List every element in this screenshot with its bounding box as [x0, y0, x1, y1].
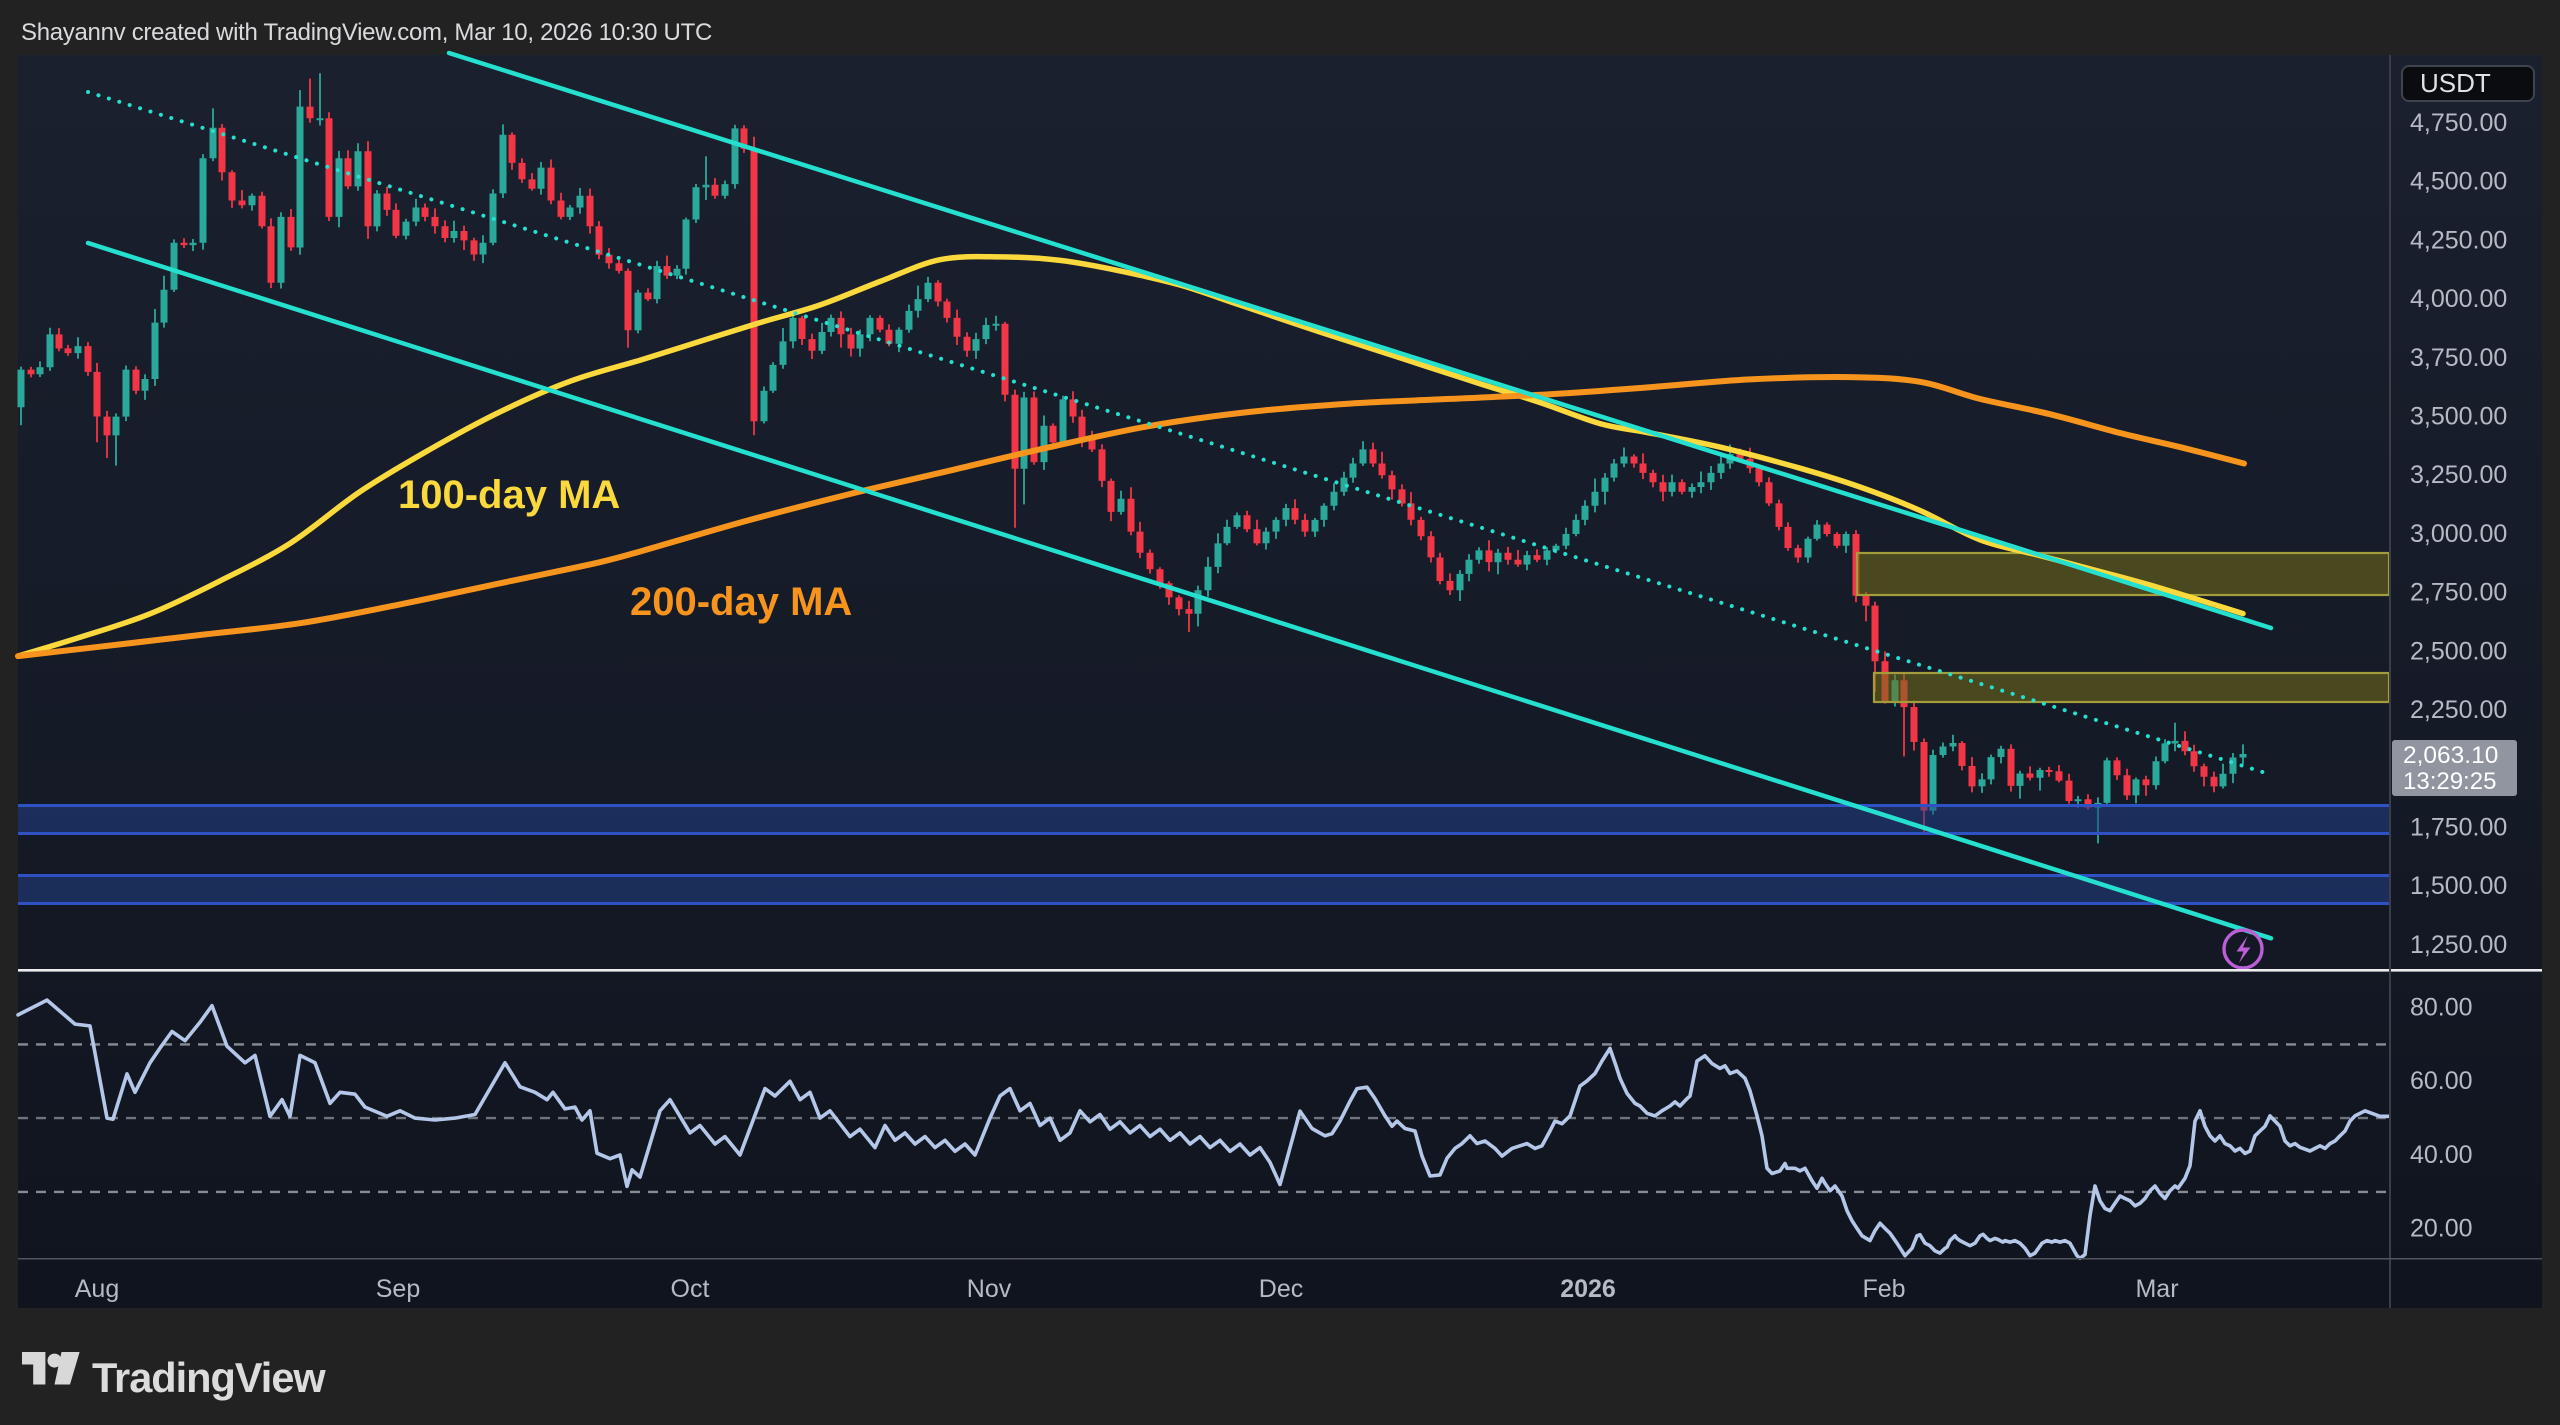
- svg-text:2026: 2026: [1560, 1275, 1616, 1303]
- svg-text:TradingView: TradingView: [92, 1354, 326, 1401]
- svg-text:Oct: Oct: [671, 1275, 710, 1303]
- svg-text:Aug: Aug: [75, 1275, 119, 1303]
- svg-text:USDT: USDT: [2420, 68, 2491, 98]
- svg-text:13:29:25: 13:29:25: [2403, 768, 2496, 795]
- svg-text:Sep: Sep: [376, 1275, 420, 1303]
- svg-text:100-day MA: 100-day MA: [398, 473, 620, 517]
- svg-text:Feb: Feb: [1862, 1275, 1905, 1303]
- svg-text:3,500.00: 3,500.00: [2410, 403, 2507, 431]
- svg-text:Shayannv created with TradingV: Shayannv created with TradingView.com, M…: [21, 19, 712, 46]
- svg-text:4,750.00: 4,750.00: [2410, 109, 2507, 137]
- svg-text:60.00: 60.00: [2410, 1067, 2473, 1095]
- svg-text:20.00: 20.00: [2410, 1215, 2473, 1243]
- svg-text:2,250.00: 2,250.00: [2410, 696, 2507, 724]
- svg-text:80.00: 80.00: [2410, 994, 2473, 1022]
- svg-text:Dec: Dec: [1259, 1275, 1303, 1303]
- svg-text:1,500.00: 1,500.00: [2410, 872, 2507, 900]
- svg-text:Mar: Mar: [2135, 1275, 2178, 1303]
- svg-text:40.00: 40.00: [2410, 1141, 2473, 1169]
- svg-text:200-day MA: 200-day MA: [630, 580, 852, 624]
- svg-text:1,250.00: 1,250.00: [2410, 931, 2507, 959]
- svg-text:2,750.00: 2,750.00: [2410, 579, 2507, 607]
- svg-text:1,750.00: 1,750.00: [2410, 813, 2507, 841]
- svg-text:Nov: Nov: [967, 1275, 1012, 1303]
- svg-text:2,063.10: 2,063.10: [2403, 742, 2498, 769]
- svg-text:4,000.00: 4,000.00: [2410, 285, 2507, 313]
- svg-text:3,250.00: 3,250.00: [2410, 461, 2507, 489]
- svg-text:4,250.00: 4,250.00: [2410, 226, 2507, 254]
- svg-text:3,000.00: 3,000.00: [2410, 520, 2507, 548]
- svg-text:4,500.00: 4,500.00: [2410, 168, 2507, 196]
- svg-text:2,500.00: 2,500.00: [2410, 637, 2507, 665]
- svg-text:3,750.00: 3,750.00: [2410, 344, 2507, 372]
